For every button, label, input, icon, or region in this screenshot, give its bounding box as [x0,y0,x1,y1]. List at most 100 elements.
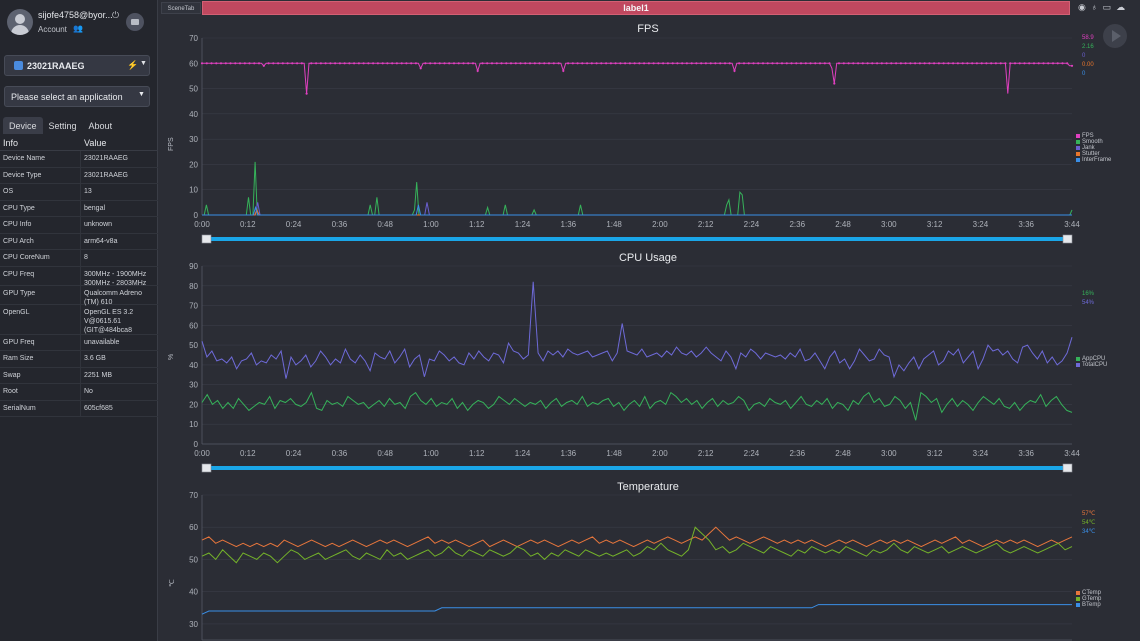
slider-handle-right[interactable] [1062,234,1073,244]
data-point [904,62,907,65]
scene-label-bar[interactable]: label1 [202,1,1070,15]
legend-label: Stutter [1082,151,1100,157]
data-point [709,62,712,65]
info-value-line: 2251 MB [84,371,113,379]
slider-handle-left[interactable] [201,463,212,473]
tab-about[interactable]: About [88,121,113,131]
data-point [514,62,517,65]
account-label[interactable]: Account [38,25,67,34]
data-point [590,62,593,65]
user-switch-icon[interactable]: 👥 [73,24,83,33]
data-point [452,62,456,65]
y-tick-label: 50 [189,85,198,94]
info-value-line: 13 [84,188,92,195]
data-point [329,62,332,65]
current-value: 16% [1082,291,1095,297]
data-point [448,62,451,65]
legend-item[interactable]: BTemp [1076,602,1101,608]
data-point [975,62,979,65]
time-range-slider[interactable] [208,237,1066,241]
legend-item[interactable]: GTemp [1076,596,1101,602]
data-point [871,62,874,65]
slider-handle-right[interactable] [1062,463,1073,473]
screen-cast-button[interactable] [126,13,144,31]
location-icon[interactable]: ◉ [1078,2,1086,12]
pin-icon[interactable]: ♁ [1090,2,1098,12]
legend-item[interactable]: InterFrame [1076,157,1111,163]
app-select[interactable]: Please select an application ▼ [4,86,150,107]
data-point [343,62,346,65]
data-point [600,62,603,65]
series-line-fps [202,62,1072,94]
legend-item[interactable]: Jank [1076,145,1111,151]
info-key: Device Type [0,167,81,183]
legend-item[interactable]: Smooth [1076,139,1111,145]
series-line-stutter [202,208,1072,216]
table-row: OS 13 [0,184,158,201]
data-point [581,62,584,65]
data-point [505,62,508,65]
y-tick-label: 0 [194,440,199,449]
data-point [1032,62,1036,65]
data-point [552,62,555,65]
data-point [286,62,289,65]
legend-swatch [1076,363,1080,367]
data-point [367,62,370,65]
data-point [766,62,769,65]
data-point [586,62,589,65]
tab-setting[interactable]: Setting [48,121,77,131]
data-point [918,62,922,65]
play-button[interactable] [1103,24,1127,48]
current-value: 34℃ [1082,529,1096,535]
legend: CTemp GTemp BTemp [1076,590,1101,608]
data-point [205,62,208,65]
folder-icon[interactable]: ▭ [1102,2,1112,12]
data-point [419,67,422,70]
y-tick-label: 80 [189,282,198,291]
x-tick-label: 2:36 [789,220,805,229]
fps-panel: FPS FPS 0 10 20 30 40 50 60 70 0:00 0:12 0:24 0:36 0… [158,18,1140,246]
x-tick-label: 2:48 [835,449,851,458]
power-icon[interactable]: ⏻ [112,10,120,20]
data-point [296,62,299,65]
wifi-icon[interactable]: ⚡ [127,60,139,70]
data-point [1070,64,1074,67]
data-point [809,62,812,65]
info-value: 300MHz - 1900MHz 300MHz - 2803MHz [81,267,158,287]
tab-device[interactable]: Device [3,117,43,134]
temperature-panel: Temperature ℃ 30 40 50 60 70 57℃ 54℃ 34℃ CTemp… [158,477,1140,641]
current-value: 58.9 [1082,35,1094,41]
time-range-slider[interactable] [208,466,1066,470]
data-point [681,62,684,65]
x-tick-label: 1:24 [515,449,531,458]
device-select[interactable]: 23021RAAEG ⚡ ▼ [4,55,150,76]
data-point [248,62,251,65]
data-point [490,62,494,65]
legend-item[interactable]: AppCPU [1076,356,1107,362]
legend-swatch [1076,603,1080,607]
cloud-icon[interactable]: ☁ [1116,2,1126,12]
info-value-line: arm64-v8a [84,237,118,245]
data-point [576,62,579,65]
x-tick-label: 1:36 [561,449,577,458]
info-value-line: 300MHz - 2803MHz [84,279,147,287]
slider-handle-left[interactable] [201,234,212,244]
x-tick-label: 0:12 [240,449,256,458]
avatar[interactable] [7,9,33,35]
legend-item[interactable]: FPS [1076,133,1111,139]
legend-item[interactable]: CTemp [1076,590,1101,596]
data-point [210,62,213,65]
legend-item[interactable]: Stutter [1076,151,1111,157]
data-point [614,62,617,65]
legend-label: TotalCPU [1082,362,1108,368]
data-point [723,62,727,65]
data-point [662,62,665,65]
legend-label: AppCPU [1082,356,1106,362]
x-tick-label: 3:00 [881,449,897,458]
scene-tab[interactable]: SceneTab [161,2,201,14]
data-point [628,62,631,65]
data-point [761,62,765,65]
x-tick-label: 1:00 [423,220,439,229]
legend-item[interactable]: TotalCPU [1076,362,1107,368]
x-tick-label: 2:12 [698,220,714,229]
